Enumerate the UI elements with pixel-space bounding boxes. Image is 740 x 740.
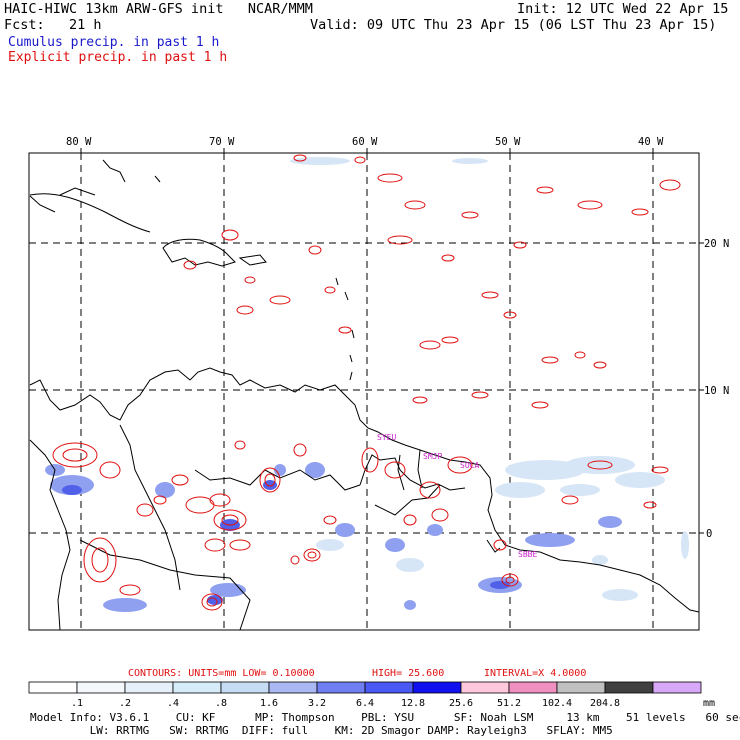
colorbar-swatch [172, 681, 222, 694]
colorbar-swatch [268, 681, 318, 694]
explicit-precip-contours [52, 154, 681, 611]
station-labels: SYEU SMJP SOCA SBBE [377, 433, 537, 559]
colorbar-labels: .1 .2 .4 .8 1.6 3.2 6.4 12.8 25.6 51.2 102.4 204.8 [71, 698, 620, 709]
colorbar-swatch [652, 681, 702, 694]
colorbar-swatch [556, 681, 606, 694]
lon-label-40w: 40 W [638, 136, 664, 148]
colorbar-label: .1 [71, 698, 83, 709]
colorbar-swatch [508, 681, 558, 694]
lon-label-60w: 60 W [352, 136, 378, 148]
colorbar-label: 3.2 [308, 698, 326, 709]
contours-units: CONTOURS: UNITS=mm LOW= 0.10000 [128, 668, 315, 679]
colorbar-swatch [28, 681, 78, 694]
colorbar-swatch [76, 681, 126, 694]
lon-label-70w: 70 W [209, 136, 235, 148]
lat-lon-grid [29, 153, 699, 630]
colorbar-label: 204.8 [590, 698, 620, 709]
colorbar-swatch [124, 681, 174, 694]
contours-high: HIGH= 25.600 [372, 668, 444, 679]
contours-interval: INTERVAL=X 4.0000 [484, 668, 586, 679]
model-info-line1: Model Info: V3.6.1 CU: KF MP: Thompson P… [30, 711, 740, 724]
colorbar-swatch [412, 681, 462, 694]
colorbar-swatch [364, 681, 414, 694]
station-soca: SOCA [460, 461, 479, 470]
colorbar-swatch [460, 681, 510, 694]
colorbar-swatch [316, 681, 366, 694]
colorbar-label: 102.4 [542, 698, 572, 709]
colorbar-label: 1.6 [260, 698, 278, 709]
station-sbbe: SBBE [518, 550, 537, 559]
lon-label-50w: 50 W [495, 136, 521, 148]
station-syeu: SYEU [377, 433, 396, 442]
lon-label-80w: 80 W [66, 136, 92, 148]
colorbar-label: 25.6 [449, 698, 473, 709]
init-time: Init: 12 UTC Wed 22 Apr 15 [517, 1, 729, 17]
legend-explicit: Explicit precip. in past 1 h [8, 50, 228, 65]
colorbar-label: 51.2 [497, 698, 521, 709]
model-title: HAIC-HIWC 13km ARW-GFS init NCAR/MMM [4, 1, 313, 17]
colorbar-label: 6.4 [356, 698, 374, 709]
colorbar-label: .2 [119, 698, 131, 709]
lat-label-10n: 10 N [704, 385, 729, 397]
colorbar-label: .4 [167, 698, 179, 709]
lat-label-0: 0 [706, 528, 712, 540]
model-info-line2: LW: RRTMG SW: RRTMG DIFF: full KM: 2D Sm… [30, 724, 613, 737]
map-frame [28, 152, 700, 631]
colorbar-swatch [220, 681, 270, 694]
colorbar-swatch [604, 681, 654, 694]
cumulus-precip-areas [45, 157, 689, 612]
precip-colorbar [28, 681, 702, 694]
legend-cumulus: Cumulus precip. in past 1 h [8, 35, 220, 50]
colorbar-unit: mm [703, 698, 715, 709]
valid-time: Valid: 09 UTC Thu 23 Apr 15 (06 LST Thu … [310, 17, 717, 33]
lat-label-20n: 20 N [704, 238, 729, 250]
contours-info: CONTOURS: UNITS=mm LOW= 0.10000 HIGH= 25… [128, 668, 586, 679]
colorbar-label: .8 [215, 698, 227, 709]
station-smjp: SMJP [423, 452, 442, 461]
colorbar-label: 12.8 [401, 698, 425, 709]
forecast-hour: Fcst: 21 h [4, 17, 102, 33]
coastlines [29, 159, 700, 631]
